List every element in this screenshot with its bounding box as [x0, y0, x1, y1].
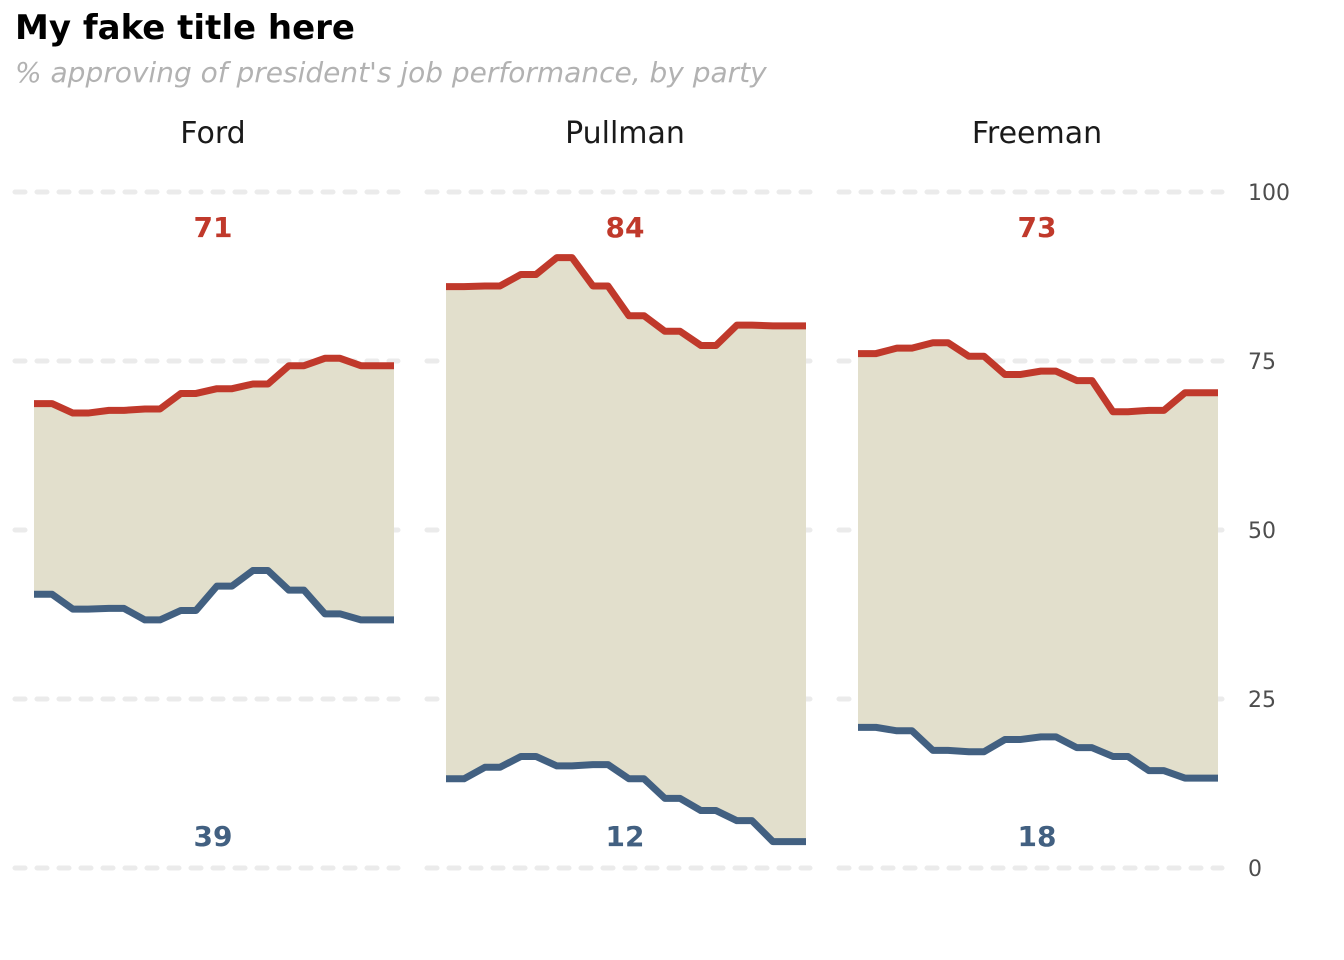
y-tick-label: 0: [1248, 857, 1262, 882]
y-tick-label: 25: [1248, 688, 1276, 713]
chart-subtitle: % approving of president's job performan…: [15, 56, 767, 89]
panel-label: Freeman: [972, 116, 1102, 151]
chart-title: My fake title here: [15, 8, 355, 48]
series-line-top: [858, 339, 1218, 416]
panel-ford: Ford 71 39: [34, 116, 394, 853]
series-line-bottom: [446, 752, 806, 846]
series-line-bottom: [858, 723, 1218, 782]
approval-gap-band: [34, 358, 394, 620]
series-line-bottom: [34, 567, 394, 624]
value-label-bottom: 18: [1018, 820, 1057, 853]
approval-gap-band: [446, 257, 806, 842]
value-label-top: 73: [1018, 211, 1057, 244]
approval-gap-band: [858, 342, 1218, 779]
panel-label: Pullman: [565, 116, 685, 151]
value-label-bottom: 12: [606, 820, 645, 853]
series-line-top: [34, 354, 394, 417]
value-label-top: 84: [606, 211, 645, 244]
y-tick-label: 100: [1248, 181, 1290, 206]
y-tick-label: 50: [1248, 519, 1276, 544]
value-label-bottom: 39: [194, 820, 233, 853]
y-tick-label: 75: [1248, 350, 1276, 375]
panels: Ford 71 39 Pullman 84 12 Freeman 73 18: [34, 116, 1218, 853]
panel-pullman: Pullman 84 12: [446, 116, 806, 853]
panel-label: Ford: [180, 116, 245, 151]
value-label-top: 71: [194, 211, 233, 244]
series-line-top: [446, 254, 806, 349]
y-axis: 0 25 50 75 100: [1248, 181, 1290, 882]
panel-freeman: Freeman 73 18: [858, 116, 1218, 853]
